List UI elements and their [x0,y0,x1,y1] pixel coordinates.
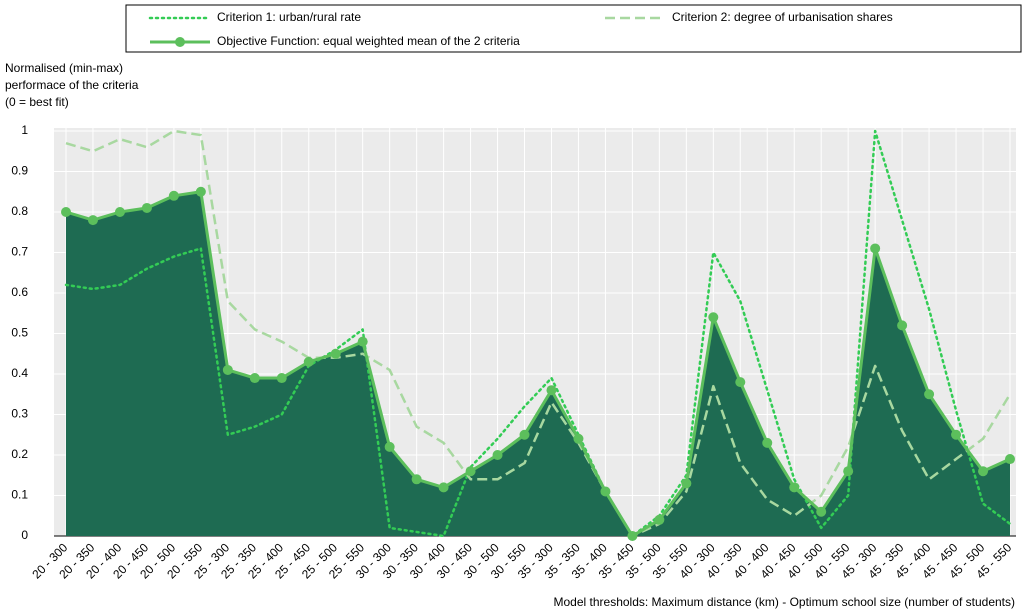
marker [357,336,368,347]
y-tick-label: 0.5 [11,326,28,340]
legend-marker [175,37,185,47]
marker [708,312,719,323]
marker [168,190,179,201]
y-tick-label: 1 [21,123,28,137]
marker [924,389,935,400]
marker [222,364,233,375]
series-line [65,190,1011,538]
marker [303,356,314,367]
y-tick-label: 0 [21,528,28,542]
marker [762,437,773,448]
y-tick-label: 0.8 [11,204,28,218]
marker [546,385,557,396]
marker [492,450,503,460]
marker [843,466,854,477]
marker [789,482,800,493]
marker [438,482,449,493]
marker [465,466,476,477]
marker [141,202,152,213]
y-tick-label: 0.7 [11,245,28,259]
marker [816,506,827,517]
y-axis-title: (0 = best fit) [5,95,69,109]
y-axis-title: performace of the criteria [5,78,139,92]
legend-label: Criterion 2: degree of urbanisation shar… [672,10,893,24]
marker [951,429,962,440]
marker [276,373,287,384]
marker [627,531,638,541]
x-axis-title: Model thresholds: Maximum distance (km) … [554,595,1016,609]
y-tick-label: 0.3 [11,407,28,421]
marker [195,186,206,197]
marker [735,377,746,388]
marker [519,429,530,440]
marker [870,243,881,254]
marker [61,207,71,217]
marker [600,486,611,497]
marker [411,474,422,485]
y-tick-label: 0.1 [11,488,28,502]
marker [681,478,692,489]
y-tick-label: 0.9 [11,164,28,178]
legend-label: Objective Function: equal weighted mean … [217,34,520,48]
area [66,191,1010,536]
marker [897,320,908,331]
y-tick-label: 0.6 [11,285,28,299]
marker [114,207,125,217]
legend-box [125,4,1022,53]
marker [1005,454,1015,465]
y-axis-title: Normalised (min-max) [5,61,123,75]
marker [384,441,395,452]
marker [654,514,665,525]
marker [249,373,260,384]
marker [330,348,341,359]
y-tick-label: 0.4 [11,366,28,380]
legend-label: Criterion 1: urban/rural rate [217,10,361,24]
marker [978,466,989,477]
y-tick-label: 0.2 [11,447,28,461]
marker [573,433,584,444]
marker [87,215,98,226]
